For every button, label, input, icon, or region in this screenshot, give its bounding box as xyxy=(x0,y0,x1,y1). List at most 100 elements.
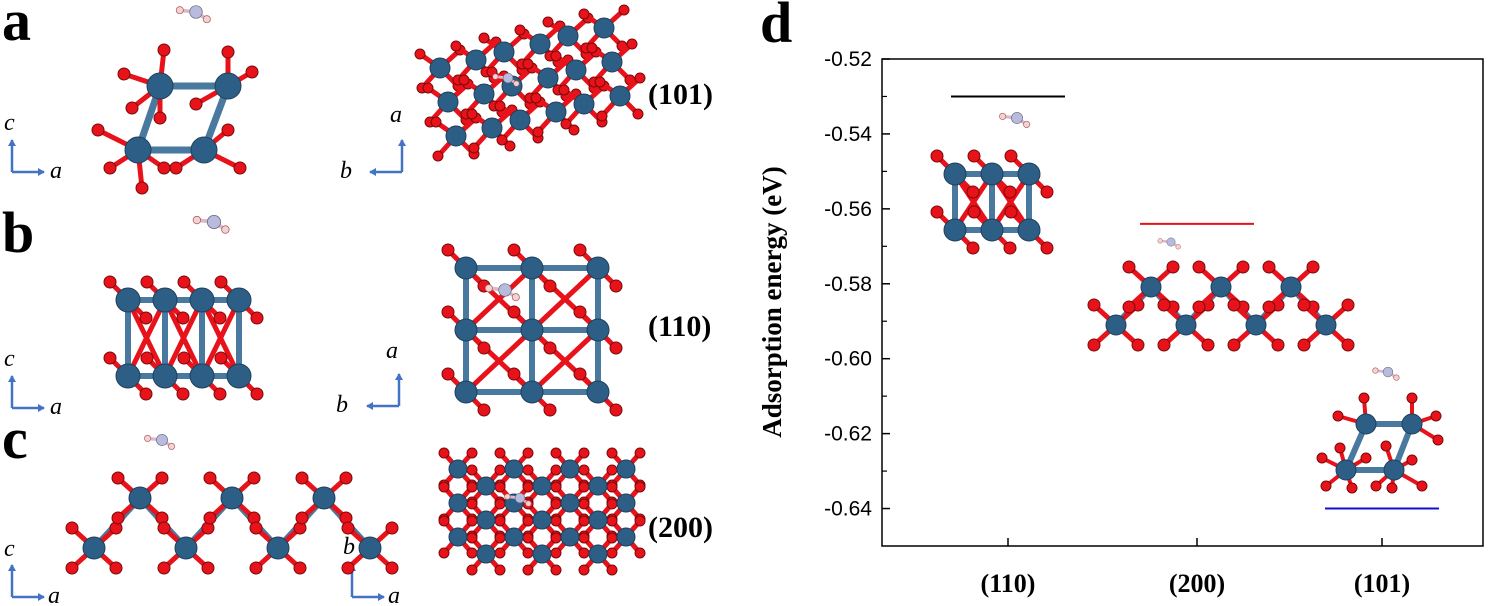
metal-atom xyxy=(146,72,174,100)
metal-atom xyxy=(520,318,544,342)
bond xyxy=(125,297,168,379)
facet-label-110: (110) xyxy=(648,310,711,343)
oxygen-atom xyxy=(1332,410,1344,422)
oxygen-atom xyxy=(466,464,478,476)
axes-indicator-b-right: a b xyxy=(336,338,403,418)
oxygen-atom xyxy=(295,511,309,525)
axis-letter: a xyxy=(48,583,60,606)
inset-101 xyxy=(1316,392,1444,494)
category-label: (200) xyxy=(1169,569,1225,598)
oxygen-atom xyxy=(1192,300,1206,314)
metal-atom xyxy=(214,72,242,100)
oxygen-atom xyxy=(422,82,434,94)
axis-letter: a xyxy=(50,158,62,184)
oxygen-atom xyxy=(1166,260,1180,274)
oxygen-atom xyxy=(522,532,534,544)
oxygen-atom xyxy=(430,116,442,128)
structure-101-top xyxy=(414,4,646,162)
oxygen-atom xyxy=(111,471,125,485)
metal-atom xyxy=(1105,314,1127,336)
structure-200-top xyxy=(438,447,646,576)
adsorption-energy-chart: Adsorption energy (eV) -0.52-0.54-0.56-0… xyxy=(757,48,1484,598)
oxygen-atom xyxy=(522,58,534,70)
oxygen-atom xyxy=(177,351,191,365)
oxygen-atom xyxy=(514,24,526,36)
oxygen-atom xyxy=(91,123,105,137)
oxygen-atom xyxy=(221,45,235,59)
metal-atom xyxy=(476,544,496,564)
oxygen-atom xyxy=(111,511,125,525)
oxygen-atom xyxy=(609,403,623,417)
oxygen-atom xyxy=(543,403,557,417)
oxygen-atom xyxy=(103,275,117,289)
oxygen-atom xyxy=(1341,298,1355,312)
oxygen-atom xyxy=(1297,298,1311,312)
oxygen-atom xyxy=(543,341,557,355)
oxygen-atom xyxy=(966,241,980,255)
oxygen-atom xyxy=(1320,480,1332,492)
oxygen-atom xyxy=(477,403,491,417)
adsorbate-molecule xyxy=(999,112,1031,128)
metal-atom xyxy=(448,493,468,513)
metal-atom xyxy=(445,125,467,147)
metal-atom xyxy=(609,85,631,107)
metal-atom xyxy=(560,459,580,479)
oxygen-atom xyxy=(135,181,149,195)
oxygen-atom xyxy=(1432,434,1444,446)
oxygen-atom xyxy=(477,341,491,355)
oxygen-atom xyxy=(532,126,544,138)
oxygen-atom xyxy=(606,447,618,459)
metal-atom xyxy=(226,287,252,313)
oxygen-atom xyxy=(578,8,590,20)
oxygen-atom xyxy=(606,481,618,493)
axis-letter: b xyxy=(340,158,352,184)
oxygen-atom xyxy=(522,547,534,559)
oxygen-atom xyxy=(494,532,506,544)
oxygen-atom xyxy=(573,367,587,381)
oxygen-atom xyxy=(573,305,587,319)
metal-atom xyxy=(573,93,595,115)
oxygen-atom xyxy=(606,464,618,476)
oxygen-atom xyxy=(1122,260,1136,274)
metal-atom xyxy=(1315,314,1337,336)
lattice-grid xyxy=(441,243,623,417)
metal-atom xyxy=(532,544,552,564)
panel-letter-c: c xyxy=(2,406,28,471)
oxygen-atom xyxy=(466,547,478,559)
oxygen-atom xyxy=(414,48,426,60)
metal-atom xyxy=(152,287,178,313)
oxygen-atom xyxy=(1236,260,1250,274)
metal-atom xyxy=(448,459,468,479)
y-ticks: -0.52 -0.54 -0.56 -0.58 -0.60 -0.62 -0.64 xyxy=(824,48,890,521)
hydrogen-atom xyxy=(504,493,511,500)
axes-indicator-c-right: b a xyxy=(343,534,400,606)
metal-atom xyxy=(565,59,587,81)
y-tick-label: -0.52 xyxy=(824,48,872,71)
oxygen-atom xyxy=(578,498,590,510)
oxygen-atom xyxy=(626,38,638,50)
oxygen-atom xyxy=(157,43,171,57)
metal-atom xyxy=(586,380,610,404)
metal-atom xyxy=(588,476,608,496)
oxygen-atom xyxy=(189,97,203,111)
oxygen-atom xyxy=(1358,392,1370,404)
oxygen-atom xyxy=(606,515,618,527)
oxygen-atom xyxy=(139,387,153,401)
oxygen-atom xyxy=(339,471,353,485)
oxygen-atom xyxy=(550,498,562,510)
oxygen-atom xyxy=(153,111,167,125)
oxygen-atom xyxy=(1416,480,1428,492)
oxygen-atom xyxy=(568,124,580,136)
oxygen-atom xyxy=(249,521,263,535)
metal-atom xyxy=(1280,276,1302,298)
oxygen-atom xyxy=(1040,185,1054,199)
nitrogen-atom xyxy=(514,492,526,504)
oxygen-atom xyxy=(1087,338,1101,352)
oxygen-atom xyxy=(1003,185,1017,199)
y-tick-label: -0.62 xyxy=(824,423,872,446)
metal-atom xyxy=(616,493,636,513)
metal-atom xyxy=(448,527,468,547)
hydrogen-atom xyxy=(1175,244,1181,250)
bond xyxy=(529,327,601,395)
